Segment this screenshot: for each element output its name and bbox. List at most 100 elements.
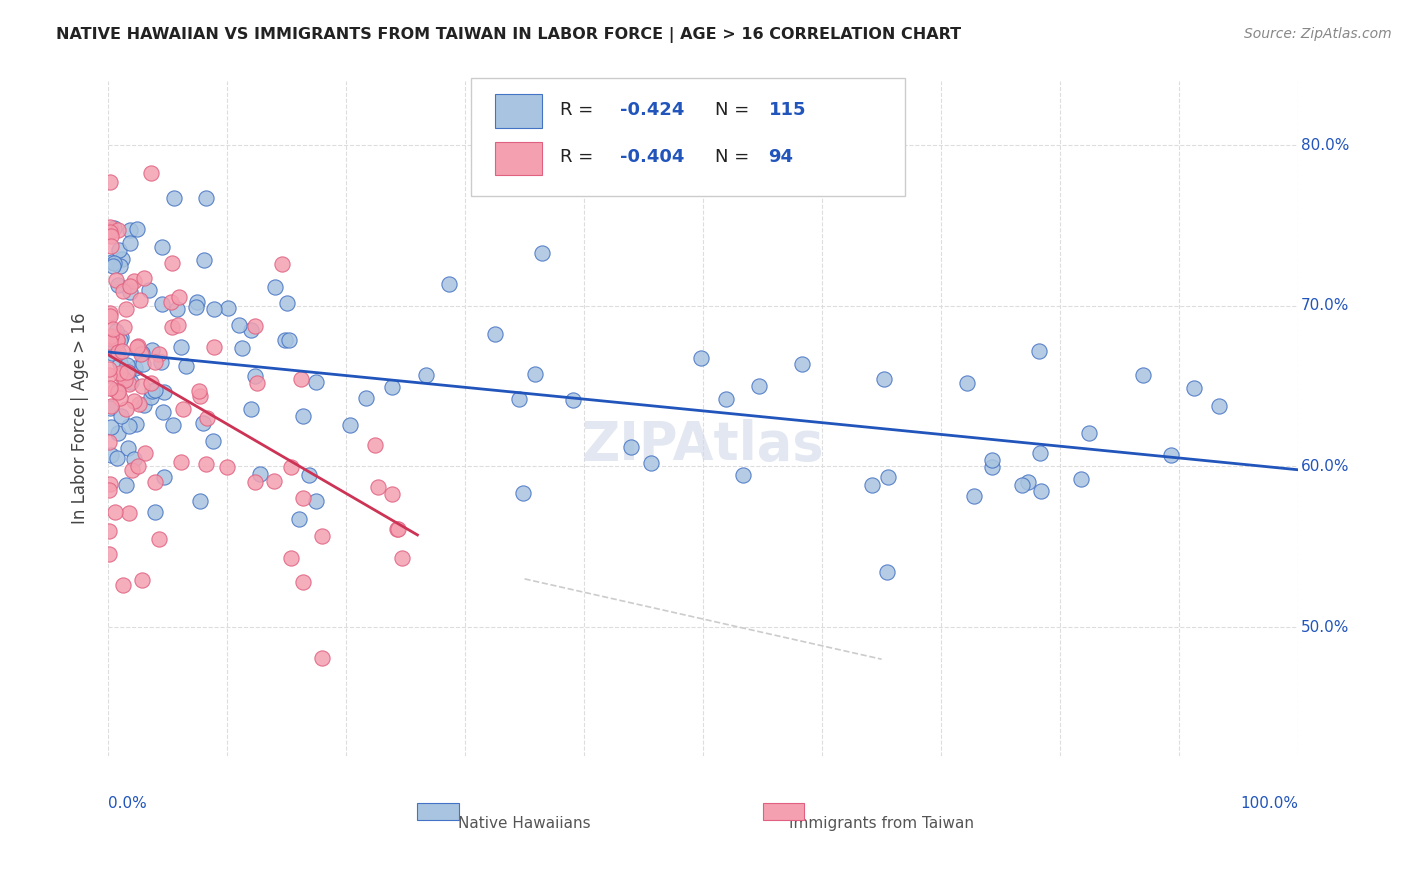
Immigrants from Taiwan xyxy=(98,362,121,376)
Native Hawaiians xyxy=(339,417,361,432)
Immigrants from Taiwan xyxy=(107,384,129,399)
Immigrants from Taiwan xyxy=(100,399,122,413)
Immigrants from Taiwan xyxy=(391,551,413,566)
Immigrants from Taiwan xyxy=(195,411,218,425)
Immigrants from Taiwan xyxy=(98,225,121,239)
Native Hawaiians xyxy=(276,296,298,310)
Native Hawaiians xyxy=(305,493,328,508)
Native Hawaiians xyxy=(111,252,134,266)
Text: Source: ZipAtlas.com: Source: ZipAtlas.com xyxy=(1244,27,1392,41)
Text: 80.0%: 80.0% xyxy=(1301,137,1348,153)
Native Hawaiians xyxy=(108,260,131,274)
Immigrants from Taiwan xyxy=(127,340,149,354)
Native Hawaiians xyxy=(1078,425,1101,440)
Text: R =: R = xyxy=(560,101,599,119)
Immigrants from Taiwan xyxy=(131,573,153,587)
Immigrants from Taiwan xyxy=(215,460,238,475)
Immigrants from Taiwan xyxy=(367,480,389,494)
Immigrants from Taiwan xyxy=(112,319,135,334)
Immigrants from Taiwan xyxy=(291,574,314,589)
Text: 100.0%: 100.0% xyxy=(1240,796,1298,811)
Immigrants from Taiwan xyxy=(364,438,387,452)
Immigrants from Taiwan xyxy=(188,384,211,399)
Native Hawaiians xyxy=(153,470,176,484)
Native Hawaiians xyxy=(98,401,121,415)
Native Hawaiians xyxy=(1017,475,1039,489)
Native Hawaiians xyxy=(120,236,142,251)
Immigrants from Taiwan xyxy=(100,222,122,236)
Native Hawaiians xyxy=(110,409,132,424)
Immigrants from Taiwan xyxy=(280,550,302,565)
Text: 50.0%: 50.0% xyxy=(1301,620,1348,634)
Native Hawaiians xyxy=(1070,472,1092,486)
Immigrants from Taiwan xyxy=(190,389,212,403)
FancyBboxPatch shape xyxy=(418,803,460,820)
Immigrants from Taiwan xyxy=(134,446,156,460)
Immigrants from Taiwan xyxy=(243,475,266,489)
Native Hawaiians xyxy=(291,409,314,423)
Native Hawaiians xyxy=(484,326,506,341)
Native Hawaiians xyxy=(1160,449,1182,463)
Immigrants from Taiwan xyxy=(271,257,294,271)
Immigrants from Taiwan xyxy=(121,463,143,477)
Native Hawaiians xyxy=(1132,368,1154,382)
Native Hawaiians xyxy=(439,277,461,291)
Native Hawaiians xyxy=(110,330,132,344)
Native Hawaiians xyxy=(980,459,1002,474)
Native Hawaiians xyxy=(100,449,122,463)
Immigrants from Taiwan xyxy=(145,475,167,489)
Immigrants from Taiwan xyxy=(98,309,121,323)
Native Hawaiians xyxy=(963,489,986,503)
Immigrants from Taiwan xyxy=(167,290,190,304)
Immigrants from Taiwan xyxy=(98,435,121,450)
Native Hawaiians xyxy=(243,369,266,384)
Native Hawaiians xyxy=(162,417,184,432)
Immigrants from Taiwan xyxy=(143,354,166,368)
Native Hawaiians xyxy=(508,392,530,406)
Immigrants from Taiwan xyxy=(263,474,285,488)
Native Hawaiians xyxy=(188,494,211,508)
Immigrants from Taiwan xyxy=(127,459,149,474)
Native Hawaiians xyxy=(714,392,737,406)
Immigrants from Taiwan xyxy=(118,376,141,391)
Native Hawaiians xyxy=(297,467,319,482)
Native Hawaiians xyxy=(108,243,131,257)
Immigrants from Taiwan xyxy=(160,294,183,309)
Y-axis label: In Labor Force | Age > 16: In Labor Force | Age > 16 xyxy=(72,312,89,524)
Text: R =: R = xyxy=(560,148,599,166)
Immigrants from Taiwan xyxy=(100,329,122,343)
Immigrants from Taiwan xyxy=(122,394,145,409)
Native Hawaiians xyxy=(278,334,301,348)
Immigrants from Taiwan xyxy=(115,365,138,379)
FancyBboxPatch shape xyxy=(471,78,905,195)
Native Hawaiians xyxy=(105,343,128,358)
Native Hawaiians xyxy=(118,285,141,300)
Immigrants from Taiwan xyxy=(122,274,145,288)
Immigrants from Taiwan xyxy=(98,547,121,561)
Immigrants from Taiwan xyxy=(132,270,155,285)
Immigrants from Taiwan xyxy=(98,476,121,491)
Native Hawaiians xyxy=(640,456,662,470)
Native Hawaiians xyxy=(114,478,136,492)
Native Hawaiians xyxy=(186,300,208,314)
Immigrants from Taiwan xyxy=(105,333,128,347)
Native Hawaiians xyxy=(620,441,643,455)
Immigrants from Taiwan xyxy=(131,378,153,392)
Native Hawaiians xyxy=(530,245,553,260)
Immigrants from Taiwan xyxy=(117,506,139,520)
Native Hawaiians xyxy=(249,467,271,481)
Native Hawaiians xyxy=(512,486,534,500)
Immigrants from Taiwan xyxy=(104,505,127,519)
Native Hawaiians xyxy=(131,358,153,372)
Immigrants from Taiwan xyxy=(195,457,218,471)
Immigrants from Taiwan xyxy=(100,238,122,252)
Native Hawaiians xyxy=(103,256,125,270)
Text: N =: N = xyxy=(716,101,755,119)
Immigrants from Taiwan xyxy=(105,273,128,287)
Immigrants from Taiwan xyxy=(110,368,132,382)
Immigrants from Taiwan xyxy=(387,522,409,536)
Native Hawaiians xyxy=(877,470,900,484)
Immigrants from Taiwan xyxy=(98,305,121,319)
Native Hawaiians xyxy=(117,441,139,455)
Text: -0.404: -0.404 xyxy=(620,148,685,166)
